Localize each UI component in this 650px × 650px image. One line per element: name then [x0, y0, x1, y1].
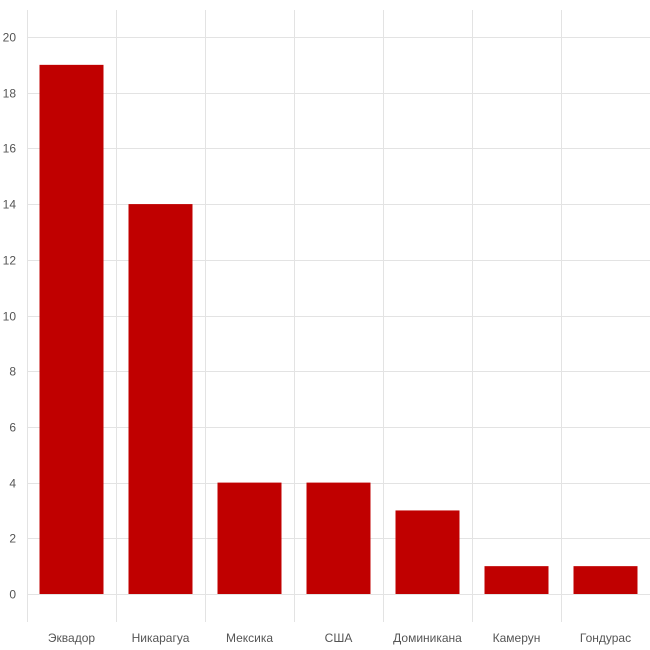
- x-tick-label: США: [325, 631, 353, 645]
- y-tick-label: 8: [9, 365, 16, 379]
- y-tick-label: 12: [3, 254, 17, 268]
- x-tick-label: Доминикана: [393, 631, 462, 645]
- bar: [39, 64, 104, 595]
- y-tick-label: 10: [3, 310, 17, 324]
- bar: [306, 482, 371, 594]
- x-axis: Эквадор Никарагуа Мексика США Доминикана Каме…: [48, 631, 631, 645]
- y-axis: 0 2 4 6 8 10 12 14 16 18 20: [3, 31, 17, 602]
- y-tick-label: 18: [3, 87, 17, 101]
- x-tick-label: Камерун: [493, 631, 541, 645]
- y-tick-label: 0: [9, 588, 16, 602]
- y-tick-label: 16: [3, 142, 17, 156]
- y-tick-label: 6: [9, 421, 16, 435]
- bar-series: [39, 64, 638, 595]
- x-tick-label: Эквадор: [48, 631, 95, 645]
- bar: [395, 510, 460, 594]
- bar: [128, 204, 193, 594]
- x-tick-label: Мексика: [226, 631, 273, 645]
- x-tick-label: Никарагуа: [132, 631, 190, 645]
- bar: [573, 566, 638, 594]
- x-tick-label: Гондурас: [580, 631, 631, 645]
- y-tick-label: 14: [3, 198, 17, 212]
- y-tick-label: 4: [9, 477, 16, 491]
- bar: [484, 566, 549, 594]
- y-tick-label: 20: [3, 31, 17, 45]
- y-tick-label: 2: [9, 532, 16, 546]
- bar: [217, 482, 282, 594]
